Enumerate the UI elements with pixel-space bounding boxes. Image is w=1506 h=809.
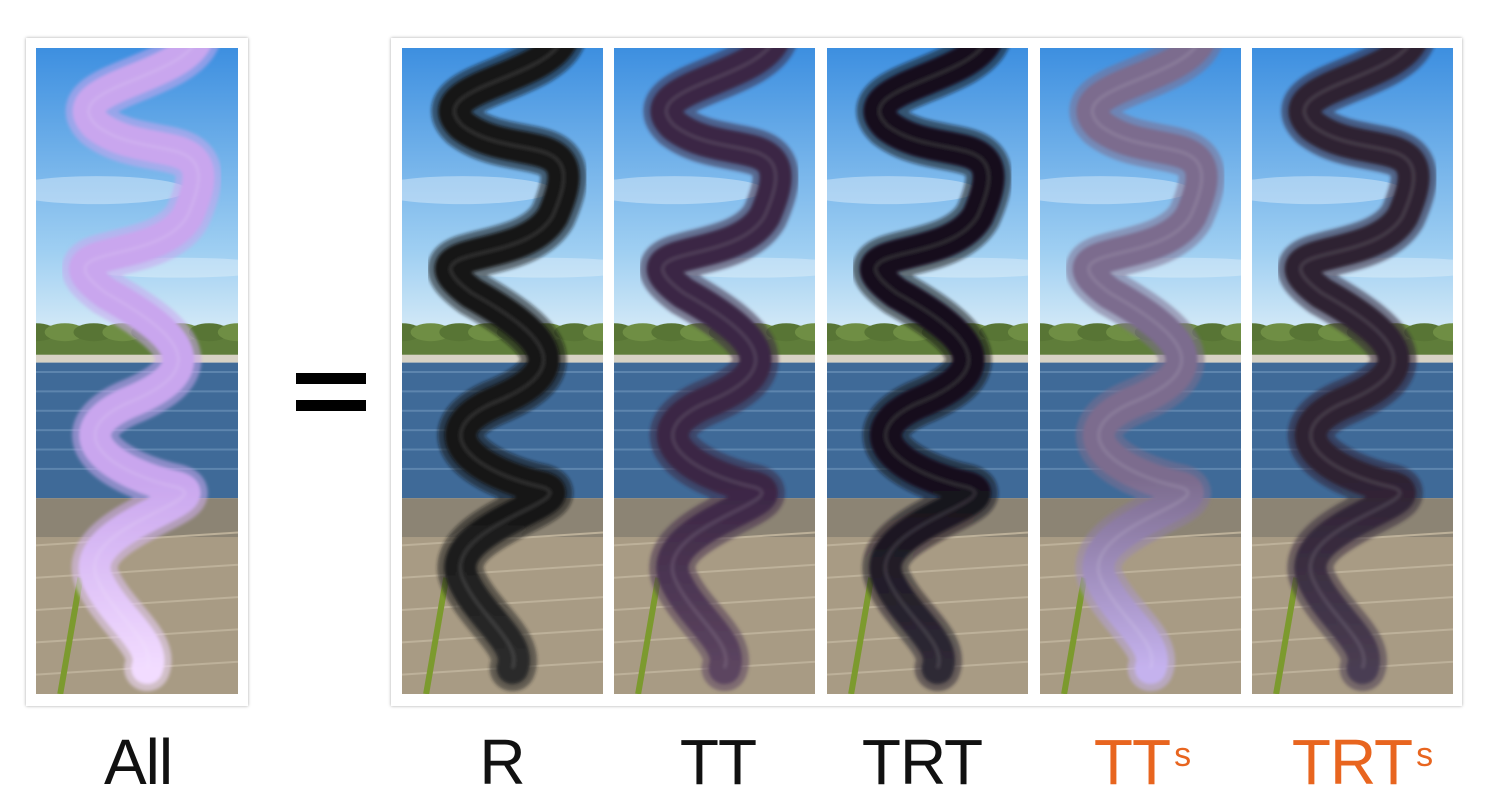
scene-background xyxy=(36,48,238,694)
scene-background xyxy=(827,48,1028,694)
scene-background xyxy=(402,48,603,694)
equals-sign xyxy=(296,368,366,416)
label-r: R xyxy=(412,726,592,798)
scene-background xyxy=(1040,48,1241,694)
label-trt: TRT xyxy=(832,726,1012,798)
component-images-frame xyxy=(391,38,1462,706)
label-trts: TRT s xyxy=(1262,726,1462,798)
hair-render-tts xyxy=(1040,48,1241,694)
hair-render-tt xyxy=(614,48,815,694)
hair-render-trt xyxy=(827,48,1028,694)
all-image-frame xyxy=(26,38,248,706)
label-tt: TT xyxy=(628,726,808,798)
hair-render-r xyxy=(402,48,603,694)
scene-background xyxy=(614,48,815,694)
label-all: All xyxy=(48,726,228,798)
hair-render-all xyxy=(36,48,238,694)
scene-background xyxy=(1252,48,1453,694)
hair-render-trts xyxy=(1252,48,1453,694)
label-tts: TT s xyxy=(1052,726,1232,798)
